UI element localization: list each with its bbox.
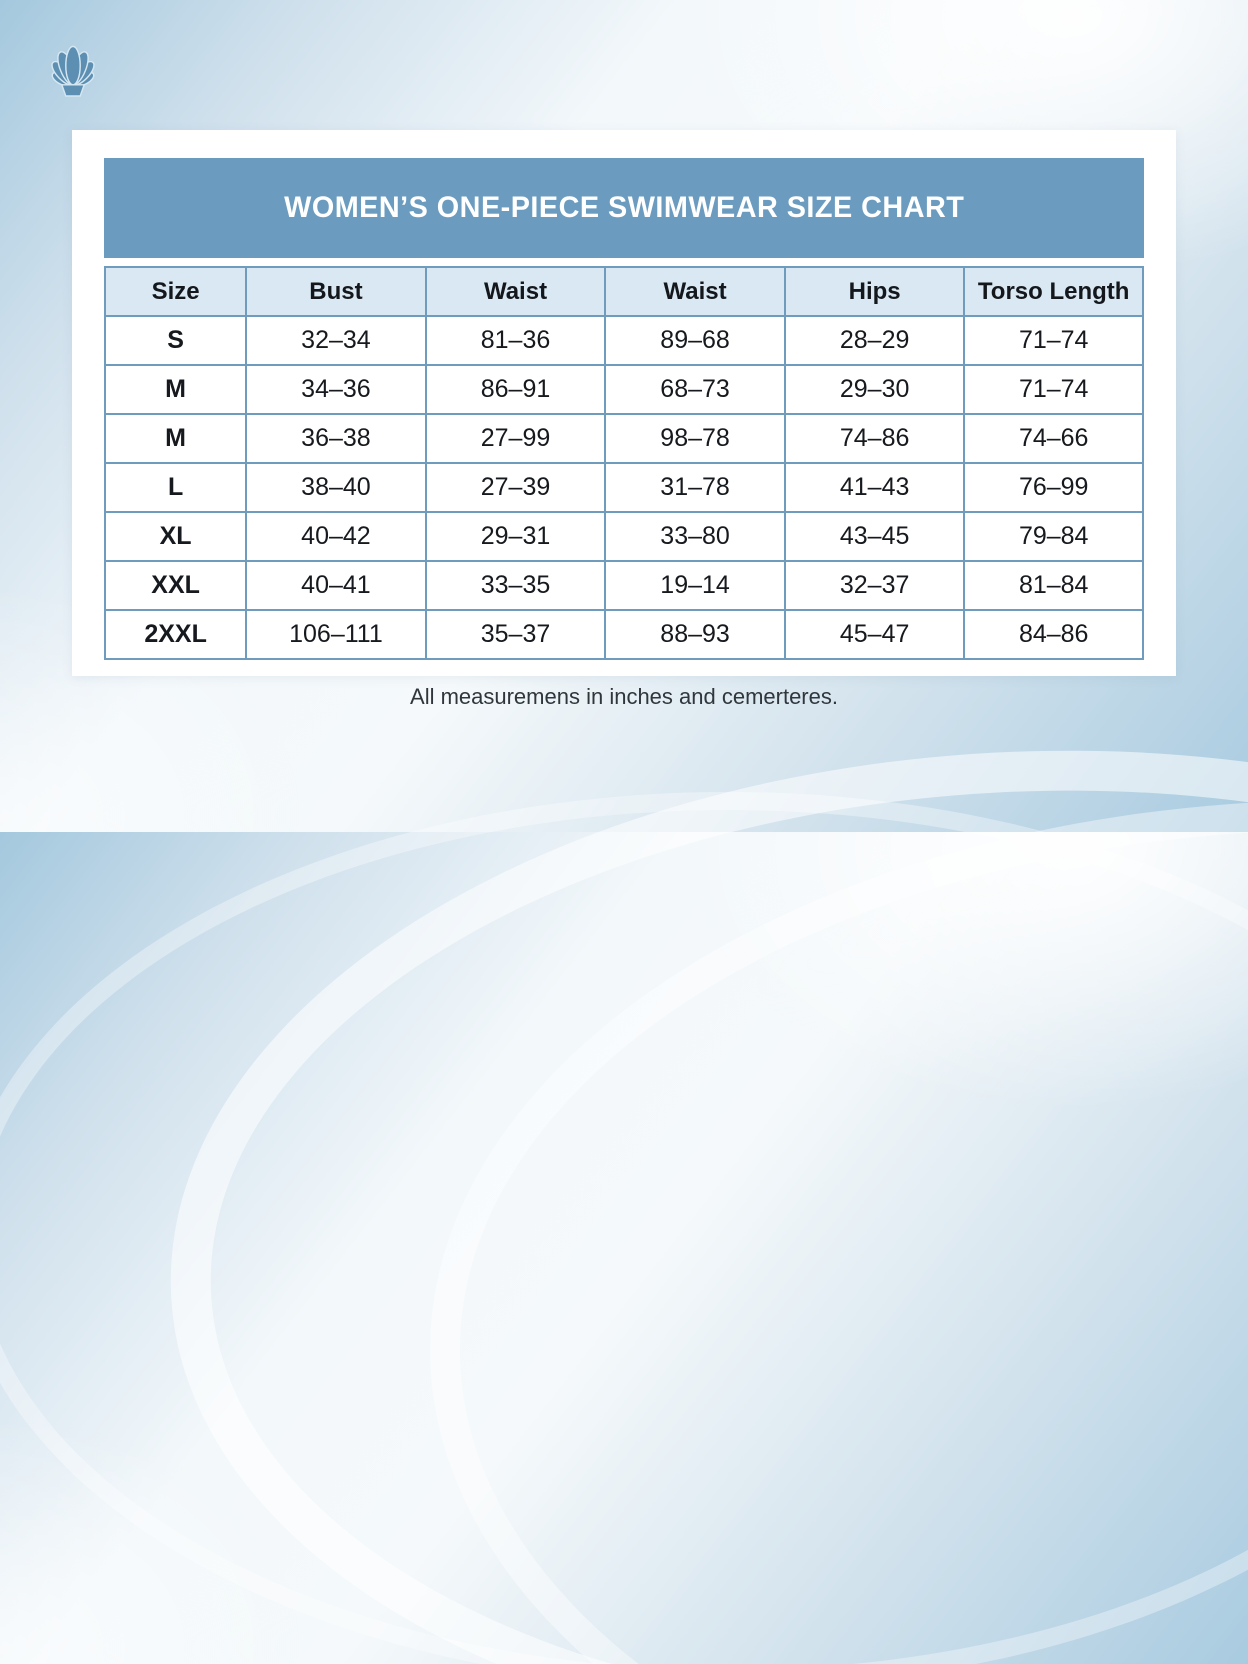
table-cell: 71–74 xyxy=(963,364,1144,415)
table-row: M 36–38 27–99 98–78 74–86 74–66 xyxy=(103,413,1144,464)
table-cell: 40–41 xyxy=(245,560,427,611)
table-cell: 29–31 xyxy=(424,511,607,562)
table-cell: 76–99 xyxy=(963,462,1144,513)
table-cell: 81–84 xyxy=(963,560,1144,611)
table-cell: 43–45 xyxy=(783,511,966,562)
wave-arc xyxy=(430,800,1248,1664)
table-cell: 45–47 xyxy=(783,609,966,660)
table-cell: 88–93 xyxy=(604,609,786,660)
table-header-row: Size Bust Waist Waist Hips Torso Length xyxy=(103,266,1144,317)
table-cell: 84–86 xyxy=(963,609,1144,660)
table-cell: 89–68 xyxy=(604,315,786,366)
table-cell: 33–80 xyxy=(604,511,786,562)
table-cell: 34–36 xyxy=(245,364,427,415)
size-cell: M xyxy=(103,413,248,464)
wave-arc xyxy=(144,708,1248,1664)
table-cell: 40–42 xyxy=(245,511,427,562)
table-row: XXL 40–41 33–35 19–14 32–37 81–84 xyxy=(103,560,1144,611)
table-row: M 34–36 86–91 68–73 29–30 71–74 xyxy=(103,364,1144,415)
table-cell: 36–38 xyxy=(245,413,427,464)
table-cell: 38–40 xyxy=(245,462,427,513)
table-cell: 68–73 xyxy=(604,364,786,415)
chart-title-bar: WOMEN’S ONE-PIECE SWIMWEAR SIZE CHART xyxy=(104,158,1144,258)
table-header-cell: Waist xyxy=(424,266,607,317)
table-header-cell: Hips xyxy=(783,266,966,317)
table-header-cell: Torso Length xyxy=(963,266,1144,317)
table-cell: 28–29 xyxy=(783,315,966,366)
size-cell: XXL xyxy=(103,560,248,611)
table-cell: 98–78 xyxy=(604,413,786,464)
table-cell: 86–91 xyxy=(424,364,607,415)
table-cell: 74–86 xyxy=(783,413,966,464)
table-cell: 79–84 xyxy=(963,511,1144,562)
table-cell: 106–111 xyxy=(245,609,427,660)
wave-arc xyxy=(0,792,1248,1664)
table-cell: 32–37 xyxy=(783,560,966,611)
size-table: Size Bust Waist Waist Hips Torso Length … xyxy=(103,266,1144,660)
table-row: S 32–34 81–36 89–68 28–29 71–74 xyxy=(103,315,1144,366)
table-cell: 29–30 xyxy=(783,364,966,415)
table-cell: 35–37 xyxy=(424,609,607,660)
size-cell: L xyxy=(103,462,248,513)
table-cell: 19–14 xyxy=(604,560,786,611)
chart-title: WOMEN’S ONE-PIECE SWIMWEAR SIZE CHART xyxy=(283,191,965,224)
table-row: L 38–40 27–39 31–78 41–43 76–99 xyxy=(103,462,1144,513)
footer-note: All measuremens in inches and cemerteres… xyxy=(410,684,838,709)
table-cell: 32–34 xyxy=(245,315,427,366)
table-header-cell: Size xyxy=(103,266,248,317)
table-header-cell: Waist xyxy=(604,266,786,317)
table-cell: 41–43 xyxy=(783,462,966,513)
table-cell: 33–35 xyxy=(424,560,607,611)
shell-logo-icon xyxy=(51,45,95,97)
table-cell: 27–39 xyxy=(424,462,607,513)
table-cell: 71–74 xyxy=(963,315,1144,366)
table-cell: 74–66 xyxy=(963,413,1144,464)
table-row: 2XXL 106–111 35–37 88–93 45–47 84–86 xyxy=(103,609,1144,660)
size-cell: 2XXL xyxy=(103,609,248,660)
table-cell: 27–99 xyxy=(424,413,607,464)
table-row: XL 40–42 29–31 33–80 43–45 79–84 xyxy=(103,511,1144,562)
size-cell: M xyxy=(103,364,248,415)
table-cell: 81–36 xyxy=(424,315,607,366)
size-cell: S xyxy=(103,315,248,366)
size-chart-card: WOMEN’S ONE-PIECE SWIMWEAR SIZE CHART Si… xyxy=(72,130,1176,676)
size-cell: XL xyxy=(103,511,248,562)
table-header-cell: Bust xyxy=(245,266,427,317)
table-cell: 31–78 xyxy=(604,462,786,513)
